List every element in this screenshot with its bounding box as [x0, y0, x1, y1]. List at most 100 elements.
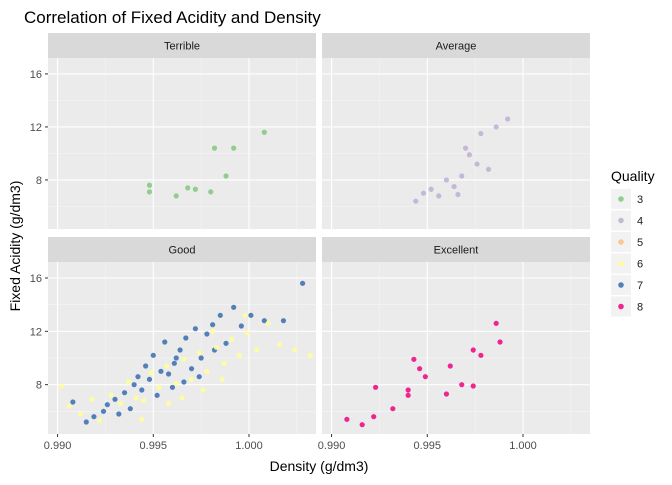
data-point	[459, 173, 465, 179]
data-point	[470, 383, 476, 389]
data-point	[139, 387, 145, 393]
data-point	[135, 374, 141, 380]
panel-background	[48, 58, 316, 229]
data-point	[474, 161, 480, 167]
data-point	[148, 370, 154, 376]
data-point	[277, 342, 283, 348]
data-point	[211, 145, 218, 151]
data-point	[179, 395, 185, 401]
data-point	[198, 355, 204, 361]
data-point	[150, 352, 156, 358]
data-point	[164, 363, 170, 369]
x-tick-label: 1.000	[235, 440, 263, 452]
data-point	[104, 402, 110, 408]
data-point	[89, 396, 95, 402]
facet-strip	[48, 237, 316, 262]
y-tick-label: 12	[30, 122, 42, 134]
facet-strip-label: Excellent	[434, 245, 479, 257]
data-point	[405, 387, 411, 393]
data-point	[204, 368, 210, 374]
data-point	[223, 173, 229, 179]
data-point	[244, 330, 250, 336]
data-point	[261, 318, 267, 324]
data-point	[485, 166, 492, 172]
data-point	[254, 347, 260, 353]
data-point	[505, 116, 511, 122]
data-point	[91, 414, 97, 420]
y-tick-label: 16	[30, 273, 42, 285]
data-point	[173, 355, 179, 361]
data-point	[242, 312, 248, 318]
data-point	[83, 419, 89, 425]
data-point	[166, 371, 172, 377]
data-point	[204, 331, 210, 337]
data-point	[125, 379, 131, 385]
legend-key-point	[618, 260, 624, 267]
legend-entry: 5	[611, 232, 643, 252]
legend-entry: 4	[611, 210, 643, 231]
facet-panel: Average	[322, 33, 590, 229]
data-point	[108, 392, 114, 398]
data-point	[493, 124, 499, 130]
data-point	[143, 363, 149, 369]
x-tick-label: 1.000	[509, 440, 537, 452]
chart-title: Correlation of Fixed Acidity and Density	[24, 8, 321, 27]
data-point	[497, 339, 503, 345]
data-point	[188, 366, 195, 372]
data-point	[133, 395, 139, 401]
facet-panel: Excellent 0.990 0.995 1.000	[318, 237, 590, 452]
data-point	[466, 152, 472, 158]
data-point	[188, 376, 195, 382]
data-point	[405, 392, 411, 398]
data-point	[116, 411, 122, 417]
data-point	[70, 399, 76, 405]
data-point	[196, 350, 202, 356]
data-point	[231, 145, 237, 151]
data-point	[185, 185, 191, 191]
data-point	[219, 376, 225, 382]
data-point	[58, 383, 64, 389]
data-point	[344, 416, 350, 422]
data-point	[420, 190, 427, 196]
data-point	[131, 382, 137, 388]
y-axis-title: Fixed Acidity (g/dm3)	[7, 181, 23, 312]
facet-strip-label: Good	[169, 245, 196, 257]
data-point	[121, 390, 128, 396]
data-point	[359, 422, 365, 428]
data-point	[443, 391, 450, 397]
facet-strip	[322, 33, 590, 58]
panel-background	[322, 58, 590, 229]
x-tick-label: 0.995	[414, 440, 442, 452]
data-point	[112, 396, 118, 402]
y-tick-label: 12	[30, 326, 42, 338]
data-point	[146, 376, 153, 382]
legend-label: 8	[637, 302, 643, 314]
data-point	[166, 400, 172, 406]
data-point	[208, 189, 214, 195]
data-point	[231, 304, 237, 310]
data-point	[210, 322, 216, 328]
data-point	[173, 380, 179, 386]
legend-label: 6	[637, 259, 643, 271]
data-point	[154, 392, 160, 398]
facet-strip-label: Average	[436, 41, 477, 53]
data-point	[451, 183, 457, 190]
data-point	[238, 323, 244, 329]
y-tick-label: 8	[36, 175, 42, 187]
legend-key-point	[618, 217, 624, 224]
panel-background	[48, 262, 316, 434]
data-point	[411, 356, 417, 362]
data-point	[97, 418, 103, 424]
data-point	[200, 387, 206, 393]
data-point	[229, 336, 235, 342]
panel-background	[322, 262, 590, 434]
legend-keys: 3 4 5 6 7 8	[611, 189, 643, 317]
data-point	[213, 344, 220, 350]
data-point	[436, 193, 442, 199]
data-point	[77, 411, 84, 417]
x-axis-title: Density (g/dm3)	[270, 458, 369, 474]
data-point	[158, 368, 164, 374]
data-point	[183, 335, 189, 341]
legend: Quality 3 4 5 6 7 8	[611, 168, 655, 317]
